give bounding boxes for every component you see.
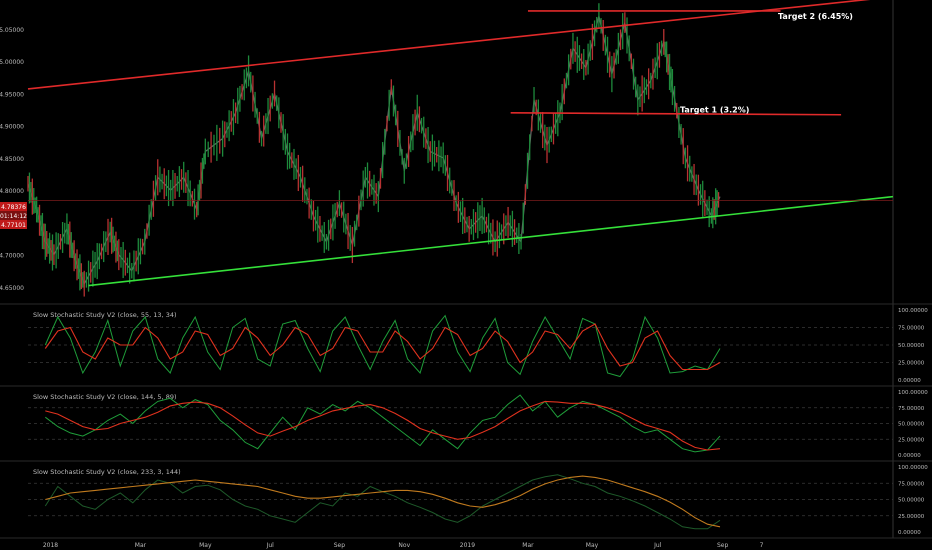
time-axis-tick-label: Sep: [717, 542, 729, 549]
time-axis-tick-label: Jul: [653, 542, 662, 549]
price-axis-tick-label: 4.70000: [0, 253, 24, 260]
stoch-axis-tick-label: 25.00000: [898, 361, 925, 367]
price-axis-tick-label: 4.80000: [0, 188, 24, 195]
time-axis-tick-label: 2018: [43, 542, 58, 549]
target-2-label: Target 2 (6.45%): [778, 12, 853, 21]
price-tag-box: [0, 220, 27, 229]
stoch-axis-tick-label: 100.00000: [898, 465, 928, 471]
stoch-d-line: [45, 400, 721, 451]
price-axis-tick-label: 4.90000: [0, 124, 24, 131]
stoch-d-line: [45, 475, 721, 528]
time-axis-tick-label: 7: [760, 542, 764, 549]
trendline-upper-channel: [27, 0, 871, 90]
stoch-panel-title: Slow Stochastic Study V2 (close, 233, 3,…: [33, 468, 181, 476]
stoch-panel-title: Slow Stochastic Study V2 (close, 144, 5,…: [33, 393, 177, 401]
stoch-axis-tick-label: 0.00000: [898, 453, 921, 459]
target-1-label: Target 1 (3.2%): [680, 106, 749, 115]
stoch-axis-tick-label: 75.00000: [898, 326, 925, 332]
stoch-axis-tick-label: 50.00000: [898, 498, 925, 504]
time-axis-tick-label: Mar: [522, 542, 534, 549]
time-axis-tick-label: Jul: [266, 542, 275, 549]
price-tag-label: 4.78376: [1, 204, 26, 211]
time-axis-tick-label: 2019: [460, 542, 475, 549]
price-axis-tick-label: 4.85000: [0, 156, 24, 163]
price-tag-label: 01:14:12: [0, 213, 27, 220]
stoch-axis-tick-label: 100.00000: [898, 390, 928, 396]
stoch-axis-tick-label: 100.00000: [898, 308, 928, 314]
trendline-lower-channel: [88, 195, 894, 287]
stoch-k-line: [44, 394, 721, 453]
price-axis-tick-label: 4.65000: [0, 285, 24, 292]
trendline-target-1: [510, 112, 842, 116]
stoch-axis-tick-label: 0.00000: [898, 530, 921, 536]
stoch-axis-tick-label: 75.00000: [898, 481, 925, 487]
time-axis-tick-label: Mar: [135, 542, 147, 549]
stoch-axis-tick-label: 25.00000: [898, 437, 925, 443]
stoch-axis-tick-label: 50.00000: [898, 422, 925, 428]
stoch-axis-tick-label: 75.00000: [898, 406, 925, 412]
stoch-panel-title: Slow Stochastic Study V2 (close, 55, 13,…: [33, 311, 177, 319]
time-axis-tick-label: May: [586, 542, 599, 549]
price-axis-tick-label: 4.95000: [0, 91, 24, 98]
stoch-axis-tick-label: 50.00000: [898, 343, 925, 349]
stoch-k-line: [44, 314, 721, 378]
price-tag-label: 4.77101: [1, 222, 26, 229]
price-axis-tick-label: 5.05000: [0, 27, 24, 34]
time-axis-tick-label: May: [199, 542, 212, 549]
stoch-axis-tick-label: 25.00000: [898, 514, 925, 520]
price-tag-box: [0, 202, 27, 211]
price-tag-box: [0, 211, 27, 220]
stoch-d-line: [44, 323, 721, 371]
time-axis-tick-label: Sep: [334, 542, 346, 549]
time-axis-tick-label: Nov: [398, 542, 410, 549]
price-axis-tick-label: 5.00000: [0, 59, 24, 66]
stoch-axis-tick-label: 0.00000: [898, 378, 921, 384]
